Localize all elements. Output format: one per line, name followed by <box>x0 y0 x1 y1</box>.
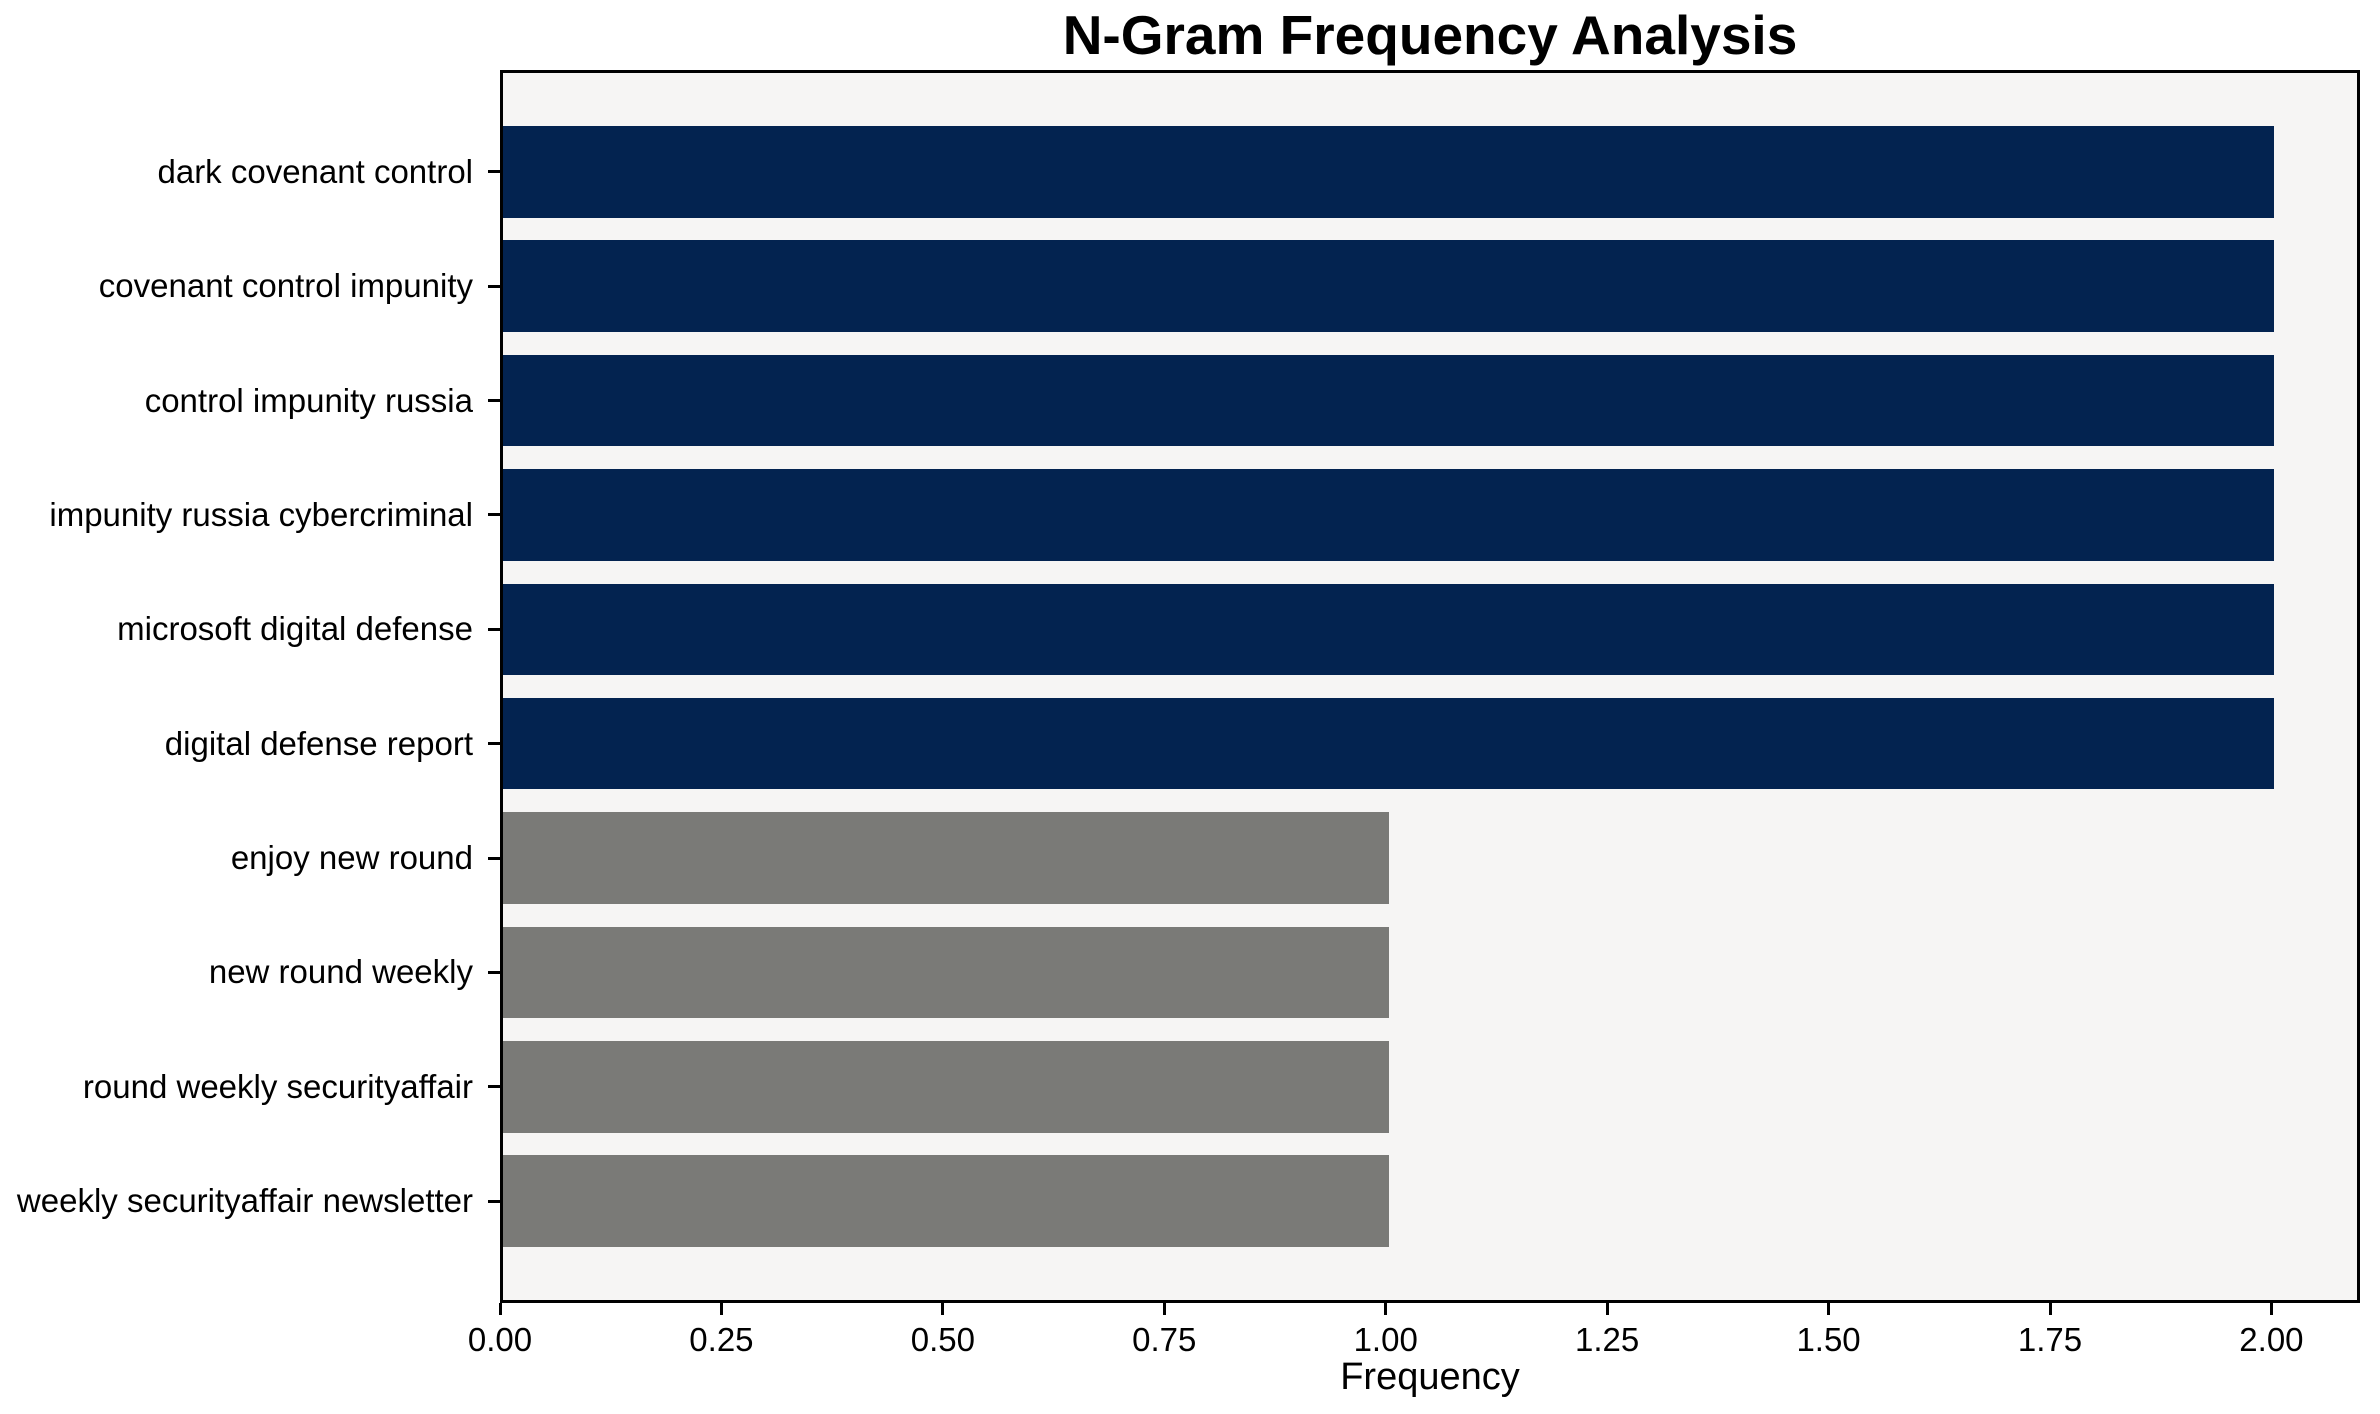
bar-round-weekly-securityaffair <box>503 1041 1389 1133</box>
x-tick <box>2048 1303 2052 1315</box>
x-tick-label: 1.75 <box>2017 1321 2083 1358</box>
x-axis-label: Frequency <box>1340 1356 1520 1398</box>
x-tick-label: 0.75 <box>1132 1321 1197 1358</box>
x-tick-label: 2.00 <box>2239 1321 2304 1358</box>
x-tick <box>1827 1303 1831 1315</box>
bar-microsoft-digital-defense <box>503 583 2275 676</box>
plot-area <box>500 70 2360 1303</box>
y-tick-label: dark covenant control <box>157 152 473 190</box>
x-tick-label: 1.25 <box>1575 1321 1640 1358</box>
x-tick <box>719 1303 723 1315</box>
y-tick <box>488 284 500 288</box>
y-tick-label: microsoft digital defense <box>117 610 473 648</box>
chart-title: N-Gram Frequency Analysis <box>1062 4 1798 66</box>
x-tick-label: 1.00 <box>1353 1321 1418 1358</box>
y-tick <box>488 1085 500 1089</box>
bar-dark-covenant-control <box>503 126 2275 218</box>
y-tick-label: round weekly securityaffair <box>82 1067 473 1105</box>
y-tick-label: impunity russia cybercriminal <box>49 495 473 533</box>
y-tick-label: digital defense report <box>164 724 473 762</box>
x-tick <box>2269 1303 2273 1315</box>
y-tick <box>488 970 500 974</box>
y-tick-label: new round weekly <box>208 953 473 991</box>
y-tick <box>488 170 500 174</box>
y-tick <box>488 856 500 860</box>
bar-weekly-securityaffair-newsletter <box>503 1155 1389 1247</box>
bar-impunity-russia-cybercriminal <box>503 469 2275 561</box>
bar-new-round-weekly <box>503 926 1389 1019</box>
y-tick-label: weekly securityaffair newsletter <box>16 1182 473 1220</box>
x-tick <box>1384 1303 1388 1315</box>
y-tick <box>488 399 500 403</box>
y-tick <box>488 1199 500 1203</box>
bar-control-impunity-russia <box>503 354 2275 447</box>
y-tick-label: control impunity russia <box>144 381 473 419</box>
x-tick-label: 0.50 <box>910 1321 975 1358</box>
y-tick <box>488 742 500 746</box>
bar-enjoy-new-round <box>503 812 1389 904</box>
y-tick-label: enjoy new round <box>230 839 473 877</box>
x-tick <box>941 1303 945 1315</box>
x-tick-label: 0.00 <box>467 1321 533 1358</box>
x-tick-label: 1.50 <box>1796 1321 1861 1358</box>
x-tick-label: 0.25 <box>689 1321 754 1358</box>
x-tick <box>498 1303 502 1315</box>
x-tick <box>1162 1303 1166 1315</box>
x-tick <box>1605 1303 1609 1315</box>
bar-digital-defense-report <box>503 697 2275 790</box>
bar-covenant-control-impunity <box>503 240 2275 332</box>
y-tick-label: covenant control impunity <box>98 267 473 305</box>
y-tick <box>488 627 500 631</box>
y-tick <box>488 513 500 517</box>
